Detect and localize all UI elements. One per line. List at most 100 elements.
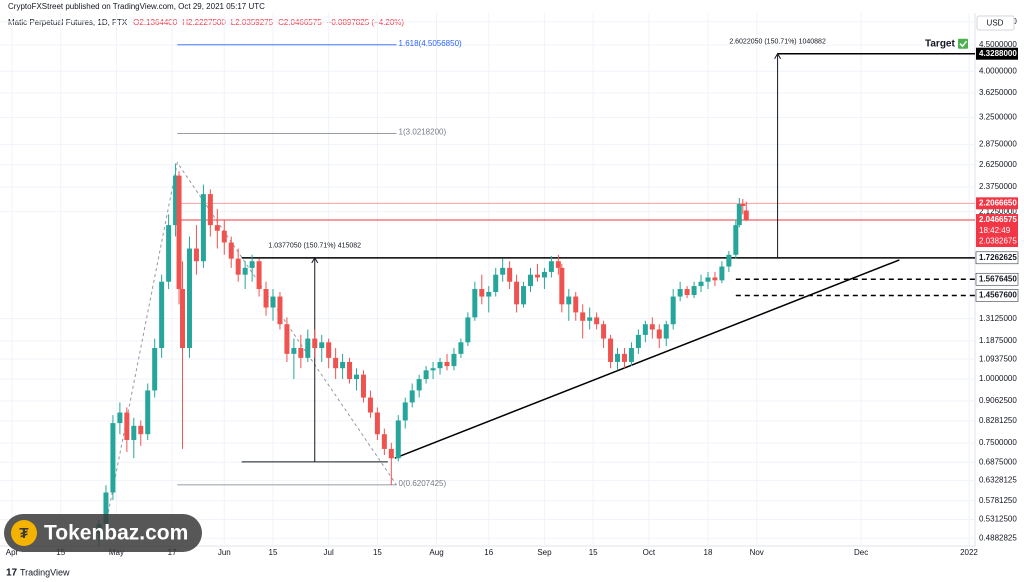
candle-body	[131, 425, 137, 440]
candle-body	[580, 312, 586, 321]
candle-body	[249, 261, 255, 268]
price-badge	[975, 251, 1019, 265]
candle-body	[521, 286, 527, 305]
countdown-badge	[976, 226, 1018, 237]
candle-body	[193, 248, 199, 262]
x-tick-label: Nov	[750, 548, 764, 557]
candle-body	[221, 230, 227, 243]
candle-body	[642, 324, 648, 335]
footer: TradingView	[20, 567, 70, 577]
candle-body	[670, 296, 676, 325]
price-badge	[976, 47, 1018, 60]
y-tick-label: 1.0000000	[979, 374, 1017, 383]
candle-body	[409, 390, 415, 403]
measure-label: 2.6022050 (150.71%) 1040882	[729, 39, 826, 46]
candle-body	[541, 271, 547, 278]
fib-label: 0(0.6207425)	[399, 479, 447, 488]
ohlc-value: H2.2227500	[182, 18, 226, 27]
candle-body	[159, 281, 165, 349]
ohlc-value: O2.1364400	[133, 18, 178, 27]
candle-body	[277, 296, 283, 325]
candle-body	[705, 277, 711, 282]
y-tick-label: 1.0937500	[979, 354, 1017, 363]
candle-body	[493, 274, 499, 292]
candle-body	[719, 266, 725, 281]
x-tick-label: Jun	[218, 548, 231, 557]
candle-body	[635, 334, 641, 349]
currency-box[interactable]	[976, 15, 1015, 31]
candle-body	[698, 281, 704, 287]
price-badge	[976, 197, 1018, 210]
candle-body	[291, 348, 297, 354]
y-tick-label: 0.6875000	[979, 457, 1017, 466]
price-badge-label: 2.0382675	[979, 237, 1017, 246]
watermark-group: ₮ Tokenbaz.com	[4, 514, 202, 552]
target-check-mark	[959, 40, 968, 48]
header: CryptoFXStreet published on TradingView.…	[8, 2, 265, 11]
candle-body	[180, 289, 186, 349]
candle-body	[374, 412, 380, 435]
candle-body	[138, 425, 144, 435]
candle-body	[388, 448, 394, 459]
candle-body	[573, 296, 579, 313]
y-tick-label: 0.6328125	[979, 476, 1017, 485]
candle-body	[117, 412, 123, 424]
price-badge-label: 4.3288000	[979, 49, 1017, 58]
x-tick-label: 15	[56, 548, 65, 557]
legend: Matic Perpetual Futures, 1D, FTX O2.13644…	[8, 18, 404, 27]
candle-body	[663, 324, 669, 339]
candle-body	[656, 329, 662, 339]
candle-body	[465, 317, 471, 343]
candle-body	[166, 225, 172, 282]
target-check	[958, 38, 968, 49]
price-badge-label: 1.4567600	[979, 291, 1017, 300]
x-tick-label: 16	[484, 548, 493, 557]
candle-body	[628, 348, 634, 362]
candle-body	[684, 289, 690, 296]
x-tick-label: 15	[269, 548, 278, 557]
candle-body	[566, 296, 572, 305]
candle-body	[601, 324, 607, 339]
target-label: Target	[925, 38, 955, 49]
candle-body	[458, 342, 464, 354]
candle-body	[451, 353, 457, 367]
candle-body	[173, 175, 179, 226]
candle-body	[214, 225, 220, 231]
ohlc-value: L2.0359275	[231, 18, 274, 27]
x-tick-label: 17	[168, 548, 177, 557]
price-badge	[976, 214, 1018, 227]
candle-body	[430, 368, 436, 371]
candle-body	[326, 342, 332, 358]
x-tick-label: 18	[704, 548, 713, 557]
watermark: Tokenbaz.com	[44, 522, 188, 545]
x-tick-label: May	[109, 548, 124, 557]
candle-body	[186, 248, 192, 349]
y-tick-label: 0.4882825	[979, 533, 1017, 542]
candle-body	[395, 420, 401, 459]
candle-body	[423, 370, 429, 380]
candle-body	[360, 374, 366, 398]
candle-body	[472, 289, 478, 318]
x-tick-label: 15	[373, 548, 382, 557]
y-tick-label: 2.8750000	[979, 140, 1017, 149]
price-badge-label: 1.7262625	[979, 253, 1017, 262]
candle-body	[242, 267, 248, 275]
x-tick-label: Oct	[643, 548, 656, 557]
fib-trend	[105, 161, 397, 525]
watermark-logo	[11, 520, 37, 546]
ohlc-value: C2.0466575	[278, 18, 322, 27]
watermark-bg	[4, 514, 202, 552]
x-tick-label: Jul	[324, 548, 334, 557]
candle-body	[528, 274, 534, 287]
candle-body	[298, 348, 304, 358]
y-tick-label: 2.1250000	[979, 207, 1017, 216]
x-tick-label: Apr	[6, 548, 19, 557]
plot: 1.618(4.5056850) 1(3.0218200) 0(0.6207425)…	[96, 38, 975, 547]
candle-body	[736, 203, 742, 226]
y-tick-label: 4.0000000	[979, 66, 1017, 75]
candle-body	[263, 289, 269, 308]
candle-body	[284, 324, 290, 354]
y-tick-label: 0.8281250	[979, 416, 1017, 425]
candle-body	[367, 397, 373, 413]
